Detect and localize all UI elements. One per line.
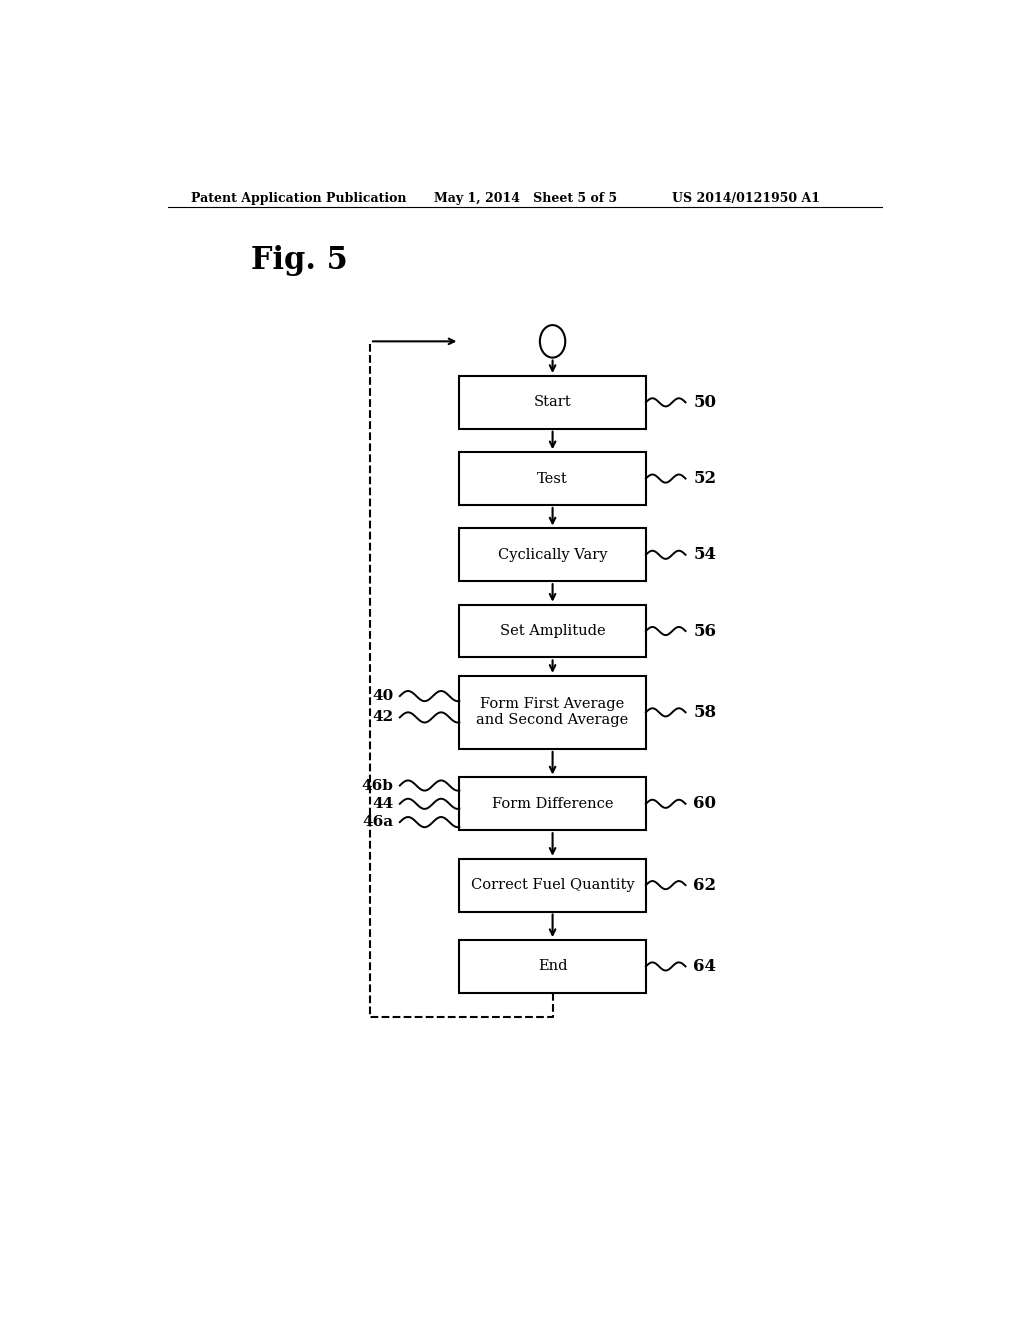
Text: 64: 64 [693,958,717,975]
Text: 52: 52 [693,470,717,487]
Text: Fig. 5: Fig. 5 [251,244,348,276]
Text: 54: 54 [693,546,717,564]
FancyBboxPatch shape [460,376,646,429]
FancyBboxPatch shape [460,453,646,506]
FancyBboxPatch shape [460,528,646,581]
Text: Set Amplitude: Set Amplitude [500,624,605,638]
Text: 60: 60 [693,796,717,812]
Text: Form First Average
and Second Average: Form First Average and Second Average [476,697,629,727]
FancyBboxPatch shape [460,859,646,912]
Text: 42: 42 [373,710,393,725]
Text: Cyclically Vary: Cyclically Vary [498,548,607,562]
Text: Correct Fuel Quantity: Correct Fuel Quantity [471,878,635,892]
Text: Form Difference: Form Difference [492,797,613,810]
Text: Patent Application Publication: Patent Application Publication [191,191,407,205]
Text: 46a: 46a [362,816,393,829]
Text: 56: 56 [693,623,717,639]
Text: 40: 40 [372,689,393,704]
Text: Test: Test [538,471,568,486]
Text: 62: 62 [693,876,717,894]
Text: May 1, 2014   Sheet 5 of 5: May 1, 2014 Sheet 5 of 5 [433,191,616,205]
FancyBboxPatch shape [460,605,646,657]
Text: Start: Start [534,395,571,409]
FancyBboxPatch shape [460,940,646,993]
Text: 46b: 46b [361,779,393,792]
FancyBboxPatch shape [460,777,646,830]
Text: US 2014/0121950 A1: US 2014/0121950 A1 [672,191,819,205]
FancyBboxPatch shape [460,676,646,748]
Text: 50: 50 [693,393,717,411]
Text: 58: 58 [693,704,717,721]
Text: 44: 44 [372,797,393,810]
Text: End: End [538,960,567,973]
